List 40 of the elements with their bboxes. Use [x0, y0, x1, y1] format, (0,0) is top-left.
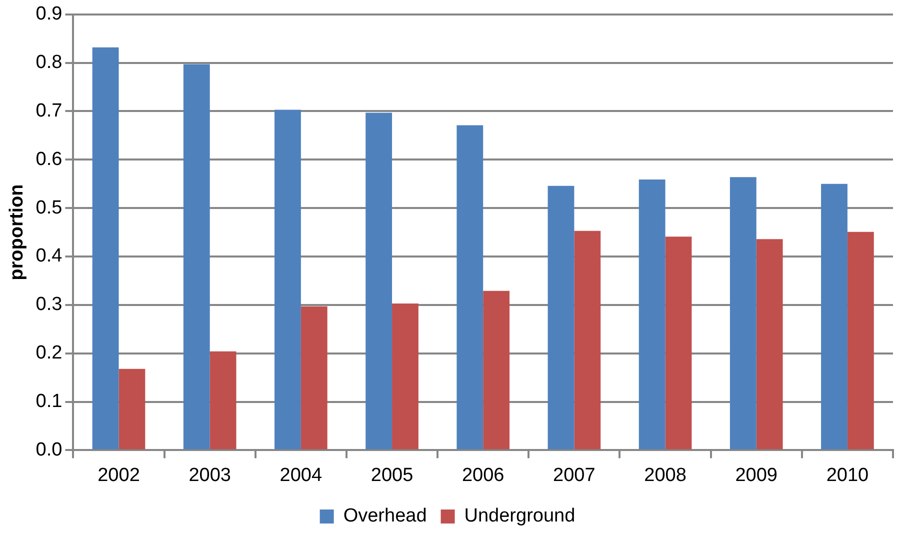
bar: [548, 186, 574, 450]
bar: [392, 303, 418, 450]
y-tick-label: 0.4: [36, 246, 63, 267]
bar: [574, 230, 601, 450]
bar: [821, 184, 848, 450]
bar: [92, 47, 119, 450]
bar: [638, 180, 666, 450]
y-tick-label: 0.0: [36, 439, 62, 460]
bar: [274, 110, 301, 450]
bar: [118, 368, 146, 450]
x-tick-label: 2004: [280, 464, 322, 486]
y-tick-label: 0.6: [36, 148, 62, 170]
y-tick-label: 0.5: [36, 197, 62, 218]
bar: [483, 290, 510, 450]
y-tick-label: 0.1: [36, 391, 62, 412]
bar: [730, 177, 756, 450]
x-tick-label: 2007: [553, 464, 596, 486]
x-tick-label: 2005: [370, 464, 414, 486]
y-tick-label: 0.8: [36, 52, 62, 74]
bar: [366, 112, 392, 450]
bar: [456, 125, 484, 450]
y-tick-label: 0.9: [36, 4, 62, 25]
y-tick-label: 0.2: [36, 342, 62, 364]
bar: [183, 64, 210, 450]
bar: [300, 306, 328, 450]
x-tick-label: 2010: [826, 464, 869, 486]
x-tick-label: 2002: [98, 464, 140, 486]
x-tick-label: 2003: [188, 464, 231, 486]
y-tick-label: 0.7: [36, 100, 62, 122]
y-tick-label: 0.3: [36, 294, 62, 316]
x-tick-label: 2008: [644, 464, 686, 486]
legend-label: Underground: [464, 506, 576, 527]
x-tick-label: 2009: [735, 464, 778, 486]
bar: [210, 351, 236, 450]
bar: [756, 239, 783, 450]
x-tick-label: 2006: [462, 464, 504, 486]
y-axis-title: proportion: [6, 184, 28, 280]
bar: [847, 232, 874, 450]
legend-label: Overhead: [343, 506, 427, 527]
bar: [665, 236, 692, 450]
